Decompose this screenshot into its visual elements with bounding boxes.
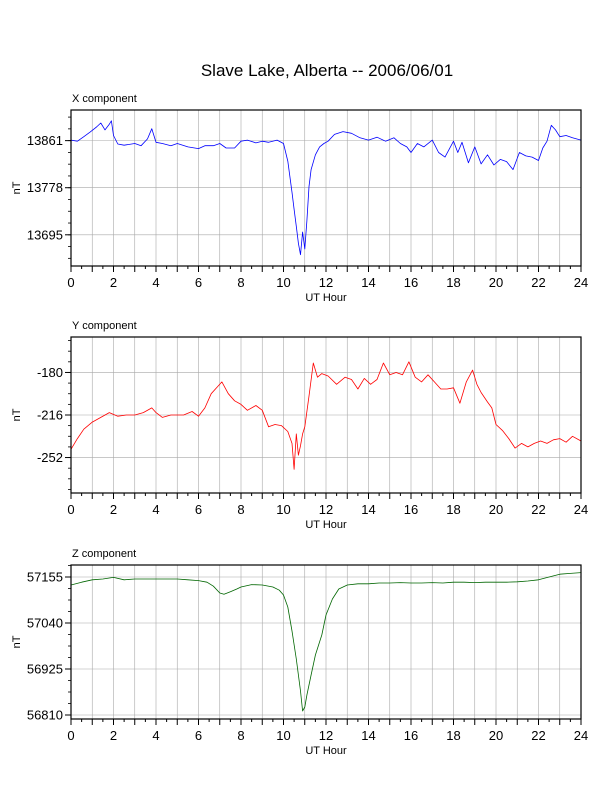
x-tick-label: 22 <box>531 275 545 290</box>
x-tick-label: 4 <box>152 502 159 517</box>
x-tick-label: 24 <box>574 502 588 517</box>
x-tick-label: 12 <box>319 502 333 517</box>
panel-label: X component <box>72 93 137 105</box>
x-tick-label: 10 <box>276 728 290 743</box>
x-tick-label: 0 <box>67 502 74 517</box>
y-tick-label: 57155 <box>27 570 63 585</box>
x-tick-label: 20 <box>489 502 503 517</box>
x-tick-label: 0 <box>67 728 74 743</box>
x-tick-label: 6 <box>195 728 202 743</box>
y-tick-label: 13778 <box>27 180 63 195</box>
series-line <box>70 361 582 470</box>
y-axis-label: nT <box>11 408 23 421</box>
x-tick-label: 6 <box>195 502 202 517</box>
x-tick-label: 22 <box>531 502 545 517</box>
x-tick-label: 10 <box>276 275 290 290</box>
y-axis-label: nT <box>11 181 23 194</box>
x-tick-label: 8 <box>237 275 244 290</box>
x-tick-label: 24 <box>574 275 588 290</box>
x-axis-label: UT Hour <box>305 519 347 531</box>
y-tick-label: 13695 <box>27 227 63 242</box>
y-tick-label: 13861 <box>27 133 63 148</box>
y-tick-label: 56925 <box>27 662 63 677</box>
x-tick-label: 2 <box>110 275 117 290</box>
y-tick-label: -252 <box>37 450 63 465</box>
x-tick-label: 14 <box>361 502 375 517</box>
panel-label: Y component <box>72 320 137 332</box>
x-tick-label: 24 <box>574 728 588 743</box>
x-tick-label: 12 <box>319 728 333 743</box>
y-tick-label: -216 <box>37 408 63 423</box>
x-tick-label: 18 <box>446 502 460 517</box>
y-tick-label: 56810 <box>27 708 63 723</box>
x-tick-label: 2 <box>110 502 117 517</box>
x-tick-label: 4 <box>152 728 159 743</box>
x-tick-label: 16 <box>404 728 418 743</box>
x-tick-label: 10 <box>276 502 290 517</box>
x-tick-label: 20 <box>489 728 503 743</box>
x-tick-label: 8 <box>237 502 244 517</box>
x-tick-label: 18 <box>446 728 460 743</box>
x-axis-label: UT Hour <box>305 292 347 304</box>
y-tick-label: -180 <box>37 365 63 380</box>
chart-title: Slave Lake, Alberta -- 2006/06/01 <box>201 61 453 80</box>
x-tick-label: 8 <box>237 728 244 743</box>
y-axis-label: nT <box>11 635 23 648</box>
x-axis-label: UT Hour <box>305 745 347 757</box>
x-tick-label: 16 <box>404 275 418 290</box>
series-line <box>70 572 582 712</box>
x-tick-label: 12 <box>319 275 333 290</box>
x-tick-label: 14 <box>361 728 375 743</box>
x-tick-label: 20 <box>489 275 503 290</box>
panel-3: 0 2 4 6 8 10 12 14 16 18 20 22 245681056925570405715… <box>11 548 588 757</box>
series-line <box>70 120 582 256</box>
x-tick-label: 2 <box>110 728 117 743</box>
y-tick-label: 57040 <box>27 616 63 631</box>
x-tick-label: 22 <box>531 728 545 743</box>
x-tick-label: 4 <box>152 275 159 290</box>
x-tick-label: 6 <box>195 275 202 290</box>
x-tick-label: 18 <box>446 275 460 290</box>
x-tick-label: 0 <box>67 275 74 290</box>
x-tick-label: 16 <box>404 502 418 517</box>
panel-label: Z component <box>72 548 136 560</box>
x-tick-label: 14 <box>361 275 375 290</box>
